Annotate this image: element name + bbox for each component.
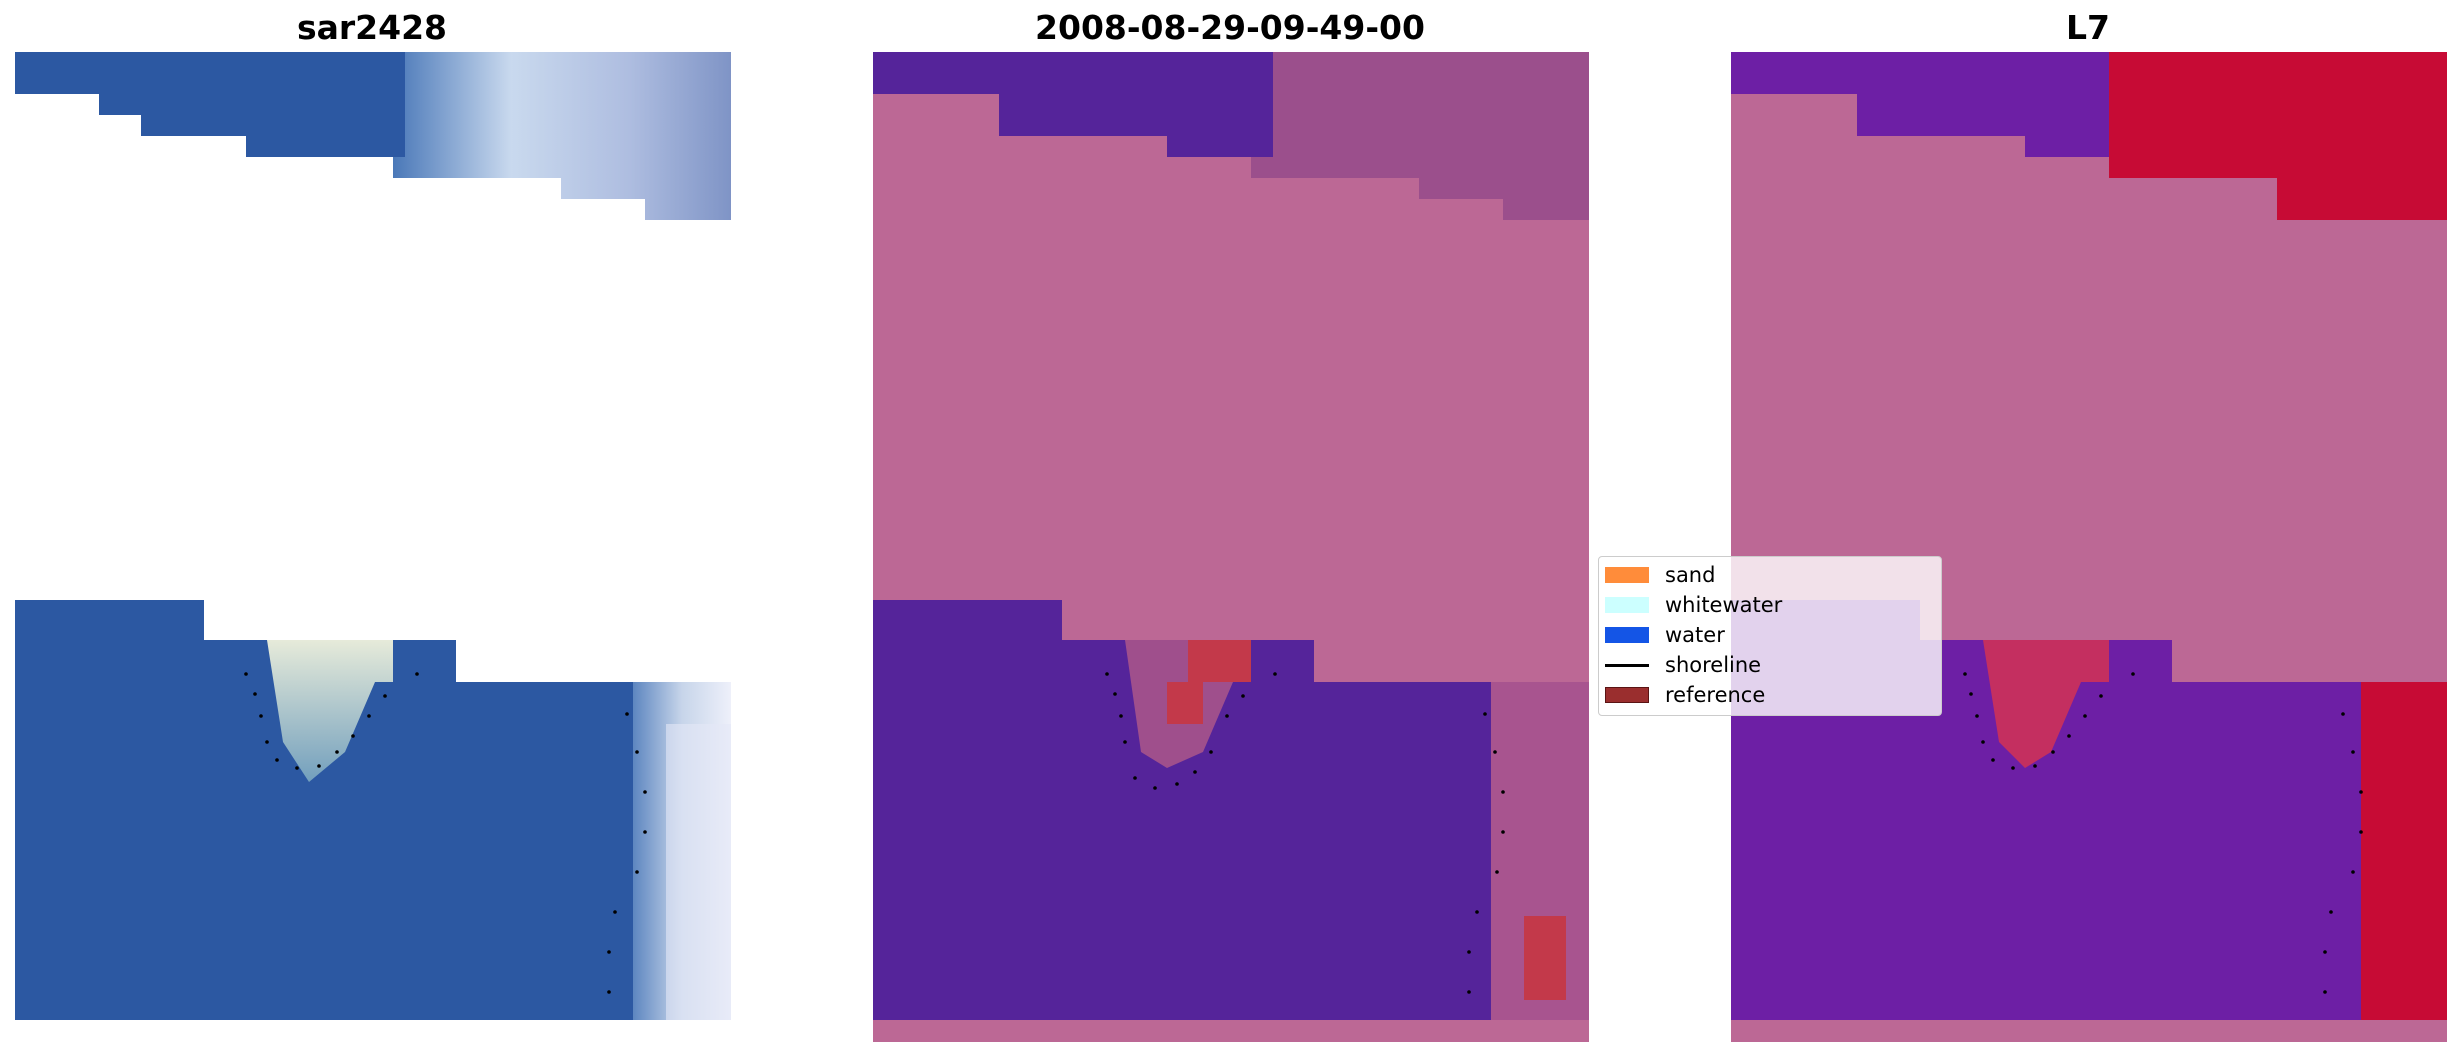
l7-shoreline	[1963, 672, 2363, 994]
legend-swatch-reference	[1605, 687, 1649, 703]
class-shoreline	[1105, 672, 1505, 994]
l7-top-purple	[1731, 52, 2109, 157]
sar-foam-center	[267, 640, 393, 782]
legend-label-shoreline: shoreline	[1665, 653, 1762, 677]
l7-top-purple-left	[1731, 52, 1815, 94]
sar-top-foam	[393, 52, 731, 220]
legend: sand whitewater water shoreline referenc…	[1598, 556, 1942, 716]
legend-line-shoreline	[1605, 663, 1649, 667]
legend-label-whitewater: whitewater	[1665, 593, 1783, 617]
l7-bottom-strip	[1731, 1020, 2447, 1042]
legend-swatch-sand	[1605, 567, 1649, 583]
l7-center-red	[1983, 640, 2109, 768]
legend-item-whitewater: whitewater	[1605, 593, 1783, 617]
sar-shoreline	[244, 672, 647, 994]
legend-label-sand: sand	[1665, 563, 1716, 587]
legend-item-water: water	[1605, 623, 1725, 647]
legend-item-sand: sand	[1605, 563, 1716, 587]
classification-panel	[873, 52, 1589, 1042]
class-bottom-strip	[873, 1020, 1589, 1042]
class-right-red	[1524, 916, 1566, 1000]
class-center-red	[1167, 640, 1251, 724]
legend-swatch-whitewater	[1605, 597, 1649, 613]
legend-label-water: water	[1665, 623, 1725, 647]
l7-top-red	[2109, 52, 2447, 220]
sar-top-water	[15, 52, 405, 157]
l7-panel	[1731, 52, 2447, 1042]
legend-item-shoreline: shoreline	[1605, 653, 1762, 677]
panel-title-3: L7	[2066, 8, 2110, 47]
legend-label-reference: reference	[1665, 683, 1766, 707]
class-top-mottled	[1251, 52, 1589, 220]
sar-image-panel	[15, 52, 731, 1020]
class-top-purple-left	[873, 52, 957, 94]
panel-title-2: 2008-08-29-09-49-00	[1035, 8, 1425, 47]
legend-swatch-water	[1605, 627, 1649, 643]
l7-right-red	[2361, 682, 2447, 1020]
sar-foam-right-edge	[666, 724, 731, 1020]
class-bottom-purple	[873, 600, 1524, 1020]
class-top-purple	[873, 52, 1273, 157]
panel-title-1: sar2428	[296, 8, 448, 47]
legend-item-reference: reference	[1605, 683, 1766, 707]
sar-bottom-water	[15, 600, 666, 1020]
